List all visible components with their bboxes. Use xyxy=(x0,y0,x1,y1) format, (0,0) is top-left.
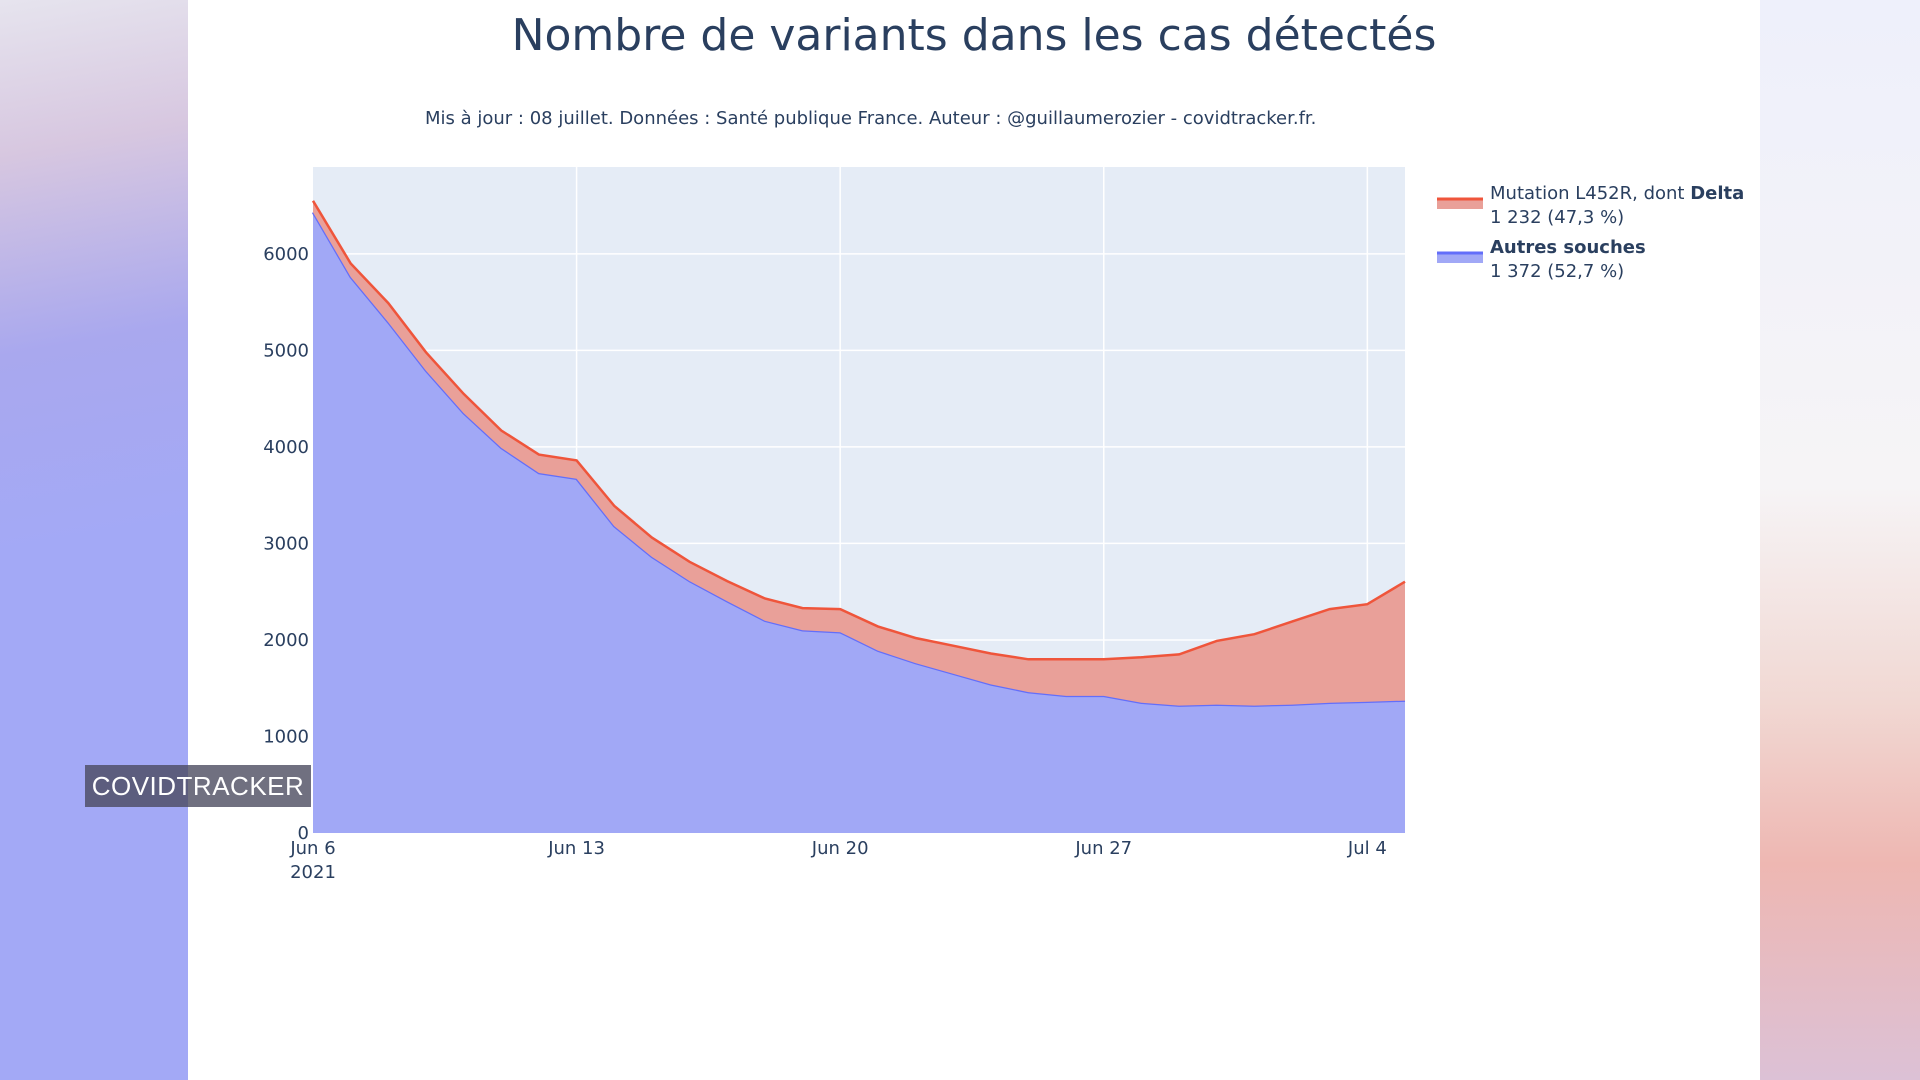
area-fill-series-0 xyxy=(313,212,1405,833)
x-tick-label: Jun 6 xyxy=(289,838,335,859)
y-tick-label: 1000 xyxy=(263,726,309,747)
background-left-panel xyxy=(0,0,188,1080)
area-line-series-0 xyxy=(311,211,1406,707)
chart-subtitle: Mis à jour : 08 juillet. Données : Santé… xyxy=(425,108,1317,129)
x-tick-label: Jul 4 xyxy=(1347,838,1387,859)
chart-title: Nombre de variants dans les cas détectés xyxy=(511,10,1437,61)
legend-label: Autres souches xyxy=(1490,237,1646,258)
covidtracker-watermark: COVIDTRACKER xyxy=(85,765,311,807)
y-tick-label: 5000 xyxy=(263,340,309,361)
y-tick-label: 6000 xyxy=(263,244,309,265)
x-tick-year-label: 2021 xyxy=(290,862,336,883)
x-tick-label: Jun 13 xyxy=(547,838,605,859)
y-axis-ticks: 0 1000 2000 3000 4000 5000 6000 xyxy=(263,244,309,844)
x-tick-label: Jun 20 xyxy=(811,838,869,859)
y-tick-label: 4000 xyxy=(263,437,309,458)
area-line-series-1 xyxy=(311,200,1406,661)
legend-swatch-fill xyxy=(1437,253,1483,263)
legend: Mutation L452R, dont Delta 1 232 (47,3 %)… xyxy=(1437,183,1744,282)
area-series xyxy=(311,200,1406,833)
legend-label: Mutation L452R, dont Delta xyxy=(1490,183,1744,204)
legend-value: 1 232 (47,3 %) xyxy=(1490,207,1624,228)
legend-value: 1 372 (52,7 %) xyxy=(1490,261,1624,282)
legend-swatch-fill xyxy=(1437,199,1483,209)
area-fill-series-1 xyxy=(313,200,1405,706)
y-tick-label: 3000 xyxy=(263,533,309,554)
background-right-panel xyxy=(1760,0,1920,1080)
x-axis-ticks: Jun 6 2021 Jun 13 Jun 20 Jun 27 Jul 4 xyxy=(289,838,1386,883)
x-tick-label: Jun 27 xyxy=(1074,838,1132,859)
y-tick-label: 2000 xyxy=(263,630,309,651)
y-tick-label: 0 xyxy=(298,823,309,844)
